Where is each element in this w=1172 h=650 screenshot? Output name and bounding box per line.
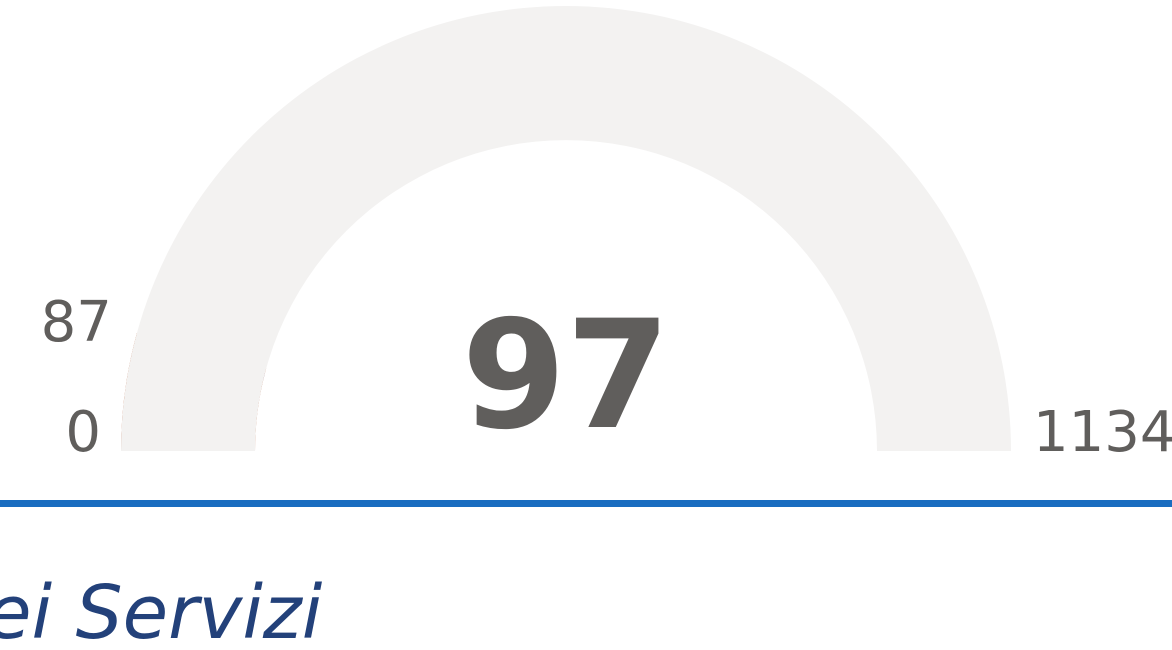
gauge-track [121,6,1011,451]
target-label: 87 [41,290,112,355]
value-label: 97 [462,289,671,463]
min-label: 0 [65,400,101,465]
max-label: 1134 [1033,400,1172,465]
section-title: ei Servizi [0,570,323,650]
divider [0,500,1172,507]
